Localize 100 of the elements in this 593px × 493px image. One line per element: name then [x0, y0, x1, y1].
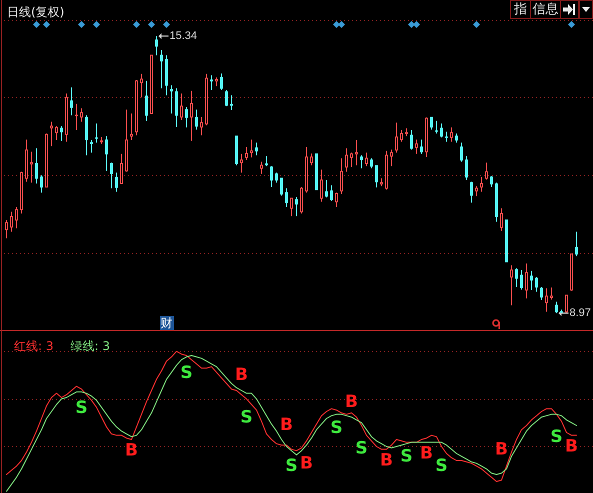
- candlestick: [310, 152, 313, 166]
- candlestick: [380, 178, 383, 187]
- candlestick: [225, 89, 228, 107]
- candlestick: [315, 152, 318, 191]
- candlestick: [295, 196, 298, 217]
- candlestick: [220, 72, 223, 90]
- candlestick: [270, 166, 273, 188]
- candlestick: [545, 288, 548, 312]
- candlestick: [125, 109, 128, 172]
- candlestick: [365, 152, 368, 167]
- candlestick: [370, 158, 373, 169]
- candlestick: [195, 109, 198, 130]
- chart-title: 日线(复权): [7, 5, 64, 19]
- candlestick: [235, 136, 238, 166]
- candlestick: [85, 114, 88, 156]
- candlestick: [360, 154, 363, 169]
- candlestick: [340, 158, 343, 194]
- candlestick: [465, 156, 468, 181]
- text: 信息: [530, 0, 561, 19]
- candlestick: [120, 153, 123, 184]
- candlestick: [25, 139, 28, 182]
- candlestick: [485, 162, 488, 180]
- candlestick: [280, 178, 283, 196]
- candlestick: [525, 263, 528, 299]
- candlestick: [540, 286, 543, 301]
- candlestick: [305, 146, 308, 194]
- candlestick: [480, 176, 483, 192]
- candlestick: [230, 94, 233, 110]
- candlestick: [35, 148, 38, 184]
- candlestick: [400, 130, 403, 142]
- candlestick: [410, 130, 413, 150]
- candlestick: [130, 112, 133, 141]
- candlestick: [435, 120, 438, 134]
- candlestick: [15, 206, 18, 229]
- candlestick: [285, 188, 288, 208]
- candlestick: [240, 153, 243, 174]
- candlestick: [565, 294, 568, 314]
- candlestick: [560, 309, 563, 314]
- candlestick: [110, 162, 113, 189]
- candlestick: [405, 128, 408, 137]
- candlestick: [320, 169, 323, 202]
- candlestick: [80, 108, 83, 122]
- candlestick: [210, 74, 213, 90]
- candlestick: [445, 131, 448, 142]
- candlestick: [455, 132, 458, 144]
- candlestick: [60, 126, 63, 142]
- annotation: 15.34: [170, 30, 198, 42]
- candlestick: [350, 152, 353, 168]
- candlestick: [140, 73, 143, 98]
- candlestick: [555, 301, 558, 314]
- candlestick: [325, 180, 328, 198]
- candlestick: [135, 79, 138, 136]
- candlestick: [265, 156, 268, 167]
- candlestick: [155, 36, 158, 56]
- candlestick: [530, 270, 533, 291]
- candlestick: [90, 140, 93, 154]
- candlestick: [345, 148, 348, 172]
- candlestick: [290, 198, 293, 217]
- candlestick: [150, 54, 153, 114]
- text: 财: [160, 316, 174, 330]
- annotation: 8.97: [570, 307, 591, 320]
- candlestick: [275, 172, 278, 184]
- candlestick: [160, 49, 163, 89]
- candlestick: [20, 171, 23, 214]
- candlestick: [30, 151, 33, 184]
- candlestick: [70, 86, 73, 116]
- candlestick: [425, 116, 428, 158]
- candlestick: [390, 149, 393, 167]
- candlestick: [10, 211, 13, 232]
- candlestick: [470, 181, 473, 204]
- candlestick: [415, 139, 418, 154]
- candlestick: [450, 126, 453, 142]
- candlestick: [475, 186, 478, 197]
- candlestick: [250, 139, 253, 158]
- candlestick: [75, 103, 78, 131]
- candlestick: [300, 186, 303, 214]
- candlestick: [105, 136, 108, 172]
- candlestick: [500, 208, 503, 232]
- candlestick: [505, 220, 508, 262]
- candlestick: [45, 132, 48, 188]
- candlestick: [95, 122, 98, 144]
- candlestick: [395, 122, 398, 154]
- candlestick: [385, 150, 388, 190]
- candlestick: [535, 276, 538, 292]
- text: 指: [510, 0, 531, 19]
- candlestick: [245, 146, 248, 161]
- candlestick: [50, 121, 53, 147]
- candlestick: [100, 136, 103, 144]
- candlestick: [200, 116, 203, 136]
- candlestick: [40, 174, 43, 194]
- candlestick: [165, 54, 168, 96]
- candlestick: [190, 90, 193, 142]
- candlestick: [490, 176, 493, 188]
- candlestick: [375, 164, 378, 188]
- candlestick: [430, 116, 433, 130]
- candlestick: [65, 92, 68, 142]
- candlestick: [460, 142, 463, 162]
- candlestick: [215, 76, 218, 87]
- candlestick: [175, 88, 178, 128]
- candlestick: [440, 122, 443, 138]
